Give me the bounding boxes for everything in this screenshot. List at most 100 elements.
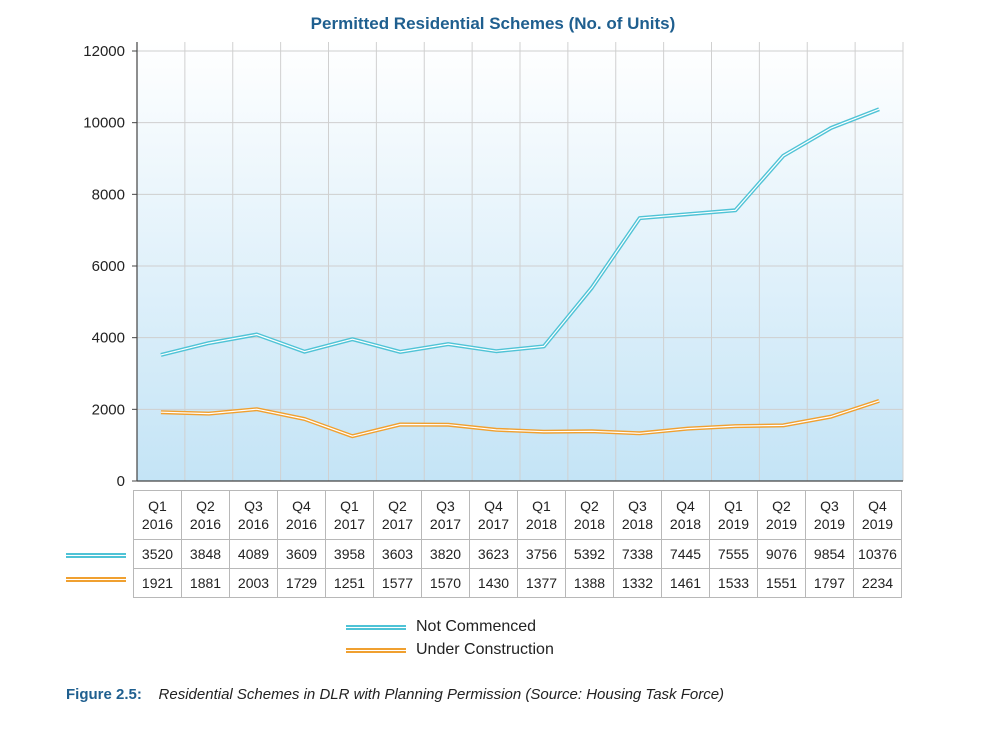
category-year: 2018: [525, 516, 558, 532]
legend-label-under-construction: Under Construction: [416, 641, 554, 658]
category-year: 2019: [765, 516, 798, 532]
series-line-core-under-construction: [160, 400, 880, 437]
category-label: Q4 2017: [469, 490, 518, 540]
caption-label: Figure 2.5:: [66, 686, 142, 703]
data-value-cell: 3520: [133, 539, 182, 569]
category-quarter: Q4: [676, 498, 695, 514]
table-row: 1921 1881 2003 1729 1251 1577 1570 1430 1377 1388…: [133, 568, 902, 598]
category-label: Q1 2017: [325, 490, 374, 540]
category-label: Q2 2017: [373, 490, 422, 540]
category-label: Q2 2019: [757, 490, 806, 540]
data-value-cell: 3756: [517, 539, 566, 569]
data-value-cell: 3820: [421, 539, 470, 569]
category-quarter: Q1: [148, 498, 167, 514]
data-value-cell: 1570: [421, 568, 470, 598]
category-quarter: Q1: [724, 498, 743, 514]
data-value-cell: 1388: [565, 568, 614, 598]
category-label: Q3 2018: [613, 490, 662, 540]
data-value-cell: 3848: [181, 539, 230, 569]
category-quarter: Q3: [436, 498, 455, 514]
data-value-cell: 1332: [613, 568, 662, 598]
category-label: Q2 2018: [565, 490, 614, 540]
category-year: 2017: [333, 516, 366, 532]
category-label: Q2 2016: [181, 490, 230, 540]
category-year: 2017: [381, 516, 414, 532]
data-value-cell: 7445: [661, 539, 710, 569]
series-line-core-not-commenced: [160, 108, 880, 356]
table-header-row: Q1 2016 Q2 2016 Q3 2016 Q4 2016 Q1 2017 Q2 2017 Q3 20…: [133, 490, 902, 540]
y-tick-label: 10000: [83, 115, 125, 132]
category-label: Q4 2016: [277, 490, 326, 540]
category-year: 2016: [141, 516, 174, 532]
row-swatch-not-commenced: [66, 553, 126, 558]
data-value-cell: 1461: [661, 568, 710, 598]
category-quarter: Q4: [484, 498, 503, 514]
category-label: Q1 2019: [709, 490, 758, 540]
legend-swatch-under-construction: [346, 648, 406, 653]
category-year: 2018: [669, 516, 702, 532]
y-tick-label: 8000: [92, 186, 125, 203]
legend-label-not-commenced: Not Commenced: [416, 618, 537, 635]
category-quarter: Q2: [580, 498, 599, 514]
data-value-cell: 1377: [517, 568, 566, 598]
y-tick-label: 4000: [92, 330, 125, 347]
figure-caption: Figure 2.5: Residential Schemes in DLR w…: [66, 686, 724, 703]
data-value-cell: 1881: [181, 568, 230, 598]
category-quarter: Q3: [628, 498, 647, 514]
data-value-cell: 9076: [757, 539, 806, 569]
category-year: 2019: [717, 516, 750, 532]
y-tick-label: 2000: [92, 401, 125, 418]
category-quarter: Q1: [340, 498, 359, 514]
data-value-cell: 7555: [709, 539, 758, 569]
data-value-cell: 1729: [277, 568, 326, 598]
data-value-cell: 4089: [229, 539, 278, 569]
category-quarter: Q2: [772, 498, 791, 514]
category-label: Q4 2019: [853, 490, 902, 540]
data-value-cell: 3623: [469, 539, 518, 569]
data-value-cell: 7338: [613, 539, 662, 569]
data-value-cell: 2234: [853, 568, 902, 598]
category-year: 2017: [429, 516, 462, 532]
category-quarter: Q4: [868, 498, 887, 514]
category-year: 2018: [573, 516, 606, 532]
y-tick-label: 6000: [92, 258, 125, 275]
category-quarter: Q3: [244, 498, 263, 514]
y-tick-label: 12000: [83, 43, 125, 60]
data-value-cell: 1551: [757, 568, 806, 598]
data-value-cell: 1921: [133, 568, 182, 598]
table-row: 3520 3848 4089 3609 3958 3603 3820 3623 3756 5392…: [133, 539, 902, 569]
data-value-cell: 5392: [565, 539, 614, 569]
category-year: 2016: [189, 516, 222, 532]
data-value-cell: 2003: [229, 568, 278, 598]
data-value-cell: 1797: [805, 568, 854, 598]
category-quarter: Q1: [532, 498, 551, 514]
data-value-cell: 10376: [853, 539, 902, 569]
data-value-cell: 1533: [709, 568, 758, 598]
category-quarter: Q2: [388, 498, 407, 514]
category-label: Q3 2016: [229, 490, 278, 540]
category-year: 2019: [813, 516, 846, 532]
category-year: 2019: [861, 516, 894, 532]
category-year: 2016: [285, 516, 318, 532]
category-label: Q3 2019: [805, 490, 854, 540]
category-label: Q1 2018: [517, 490, 566, 540]
chart-title: Permitted Residential Schemes (No. of Un…: [310, 14, 676, 33]
data-value-cell: 3609: [277, 539, 326, 569]
category-quarter: Q3: [820, 498, 839, 514]
category-year: 2017: [477, 516, 510, 532]
data-value-cell: 1430: [469, 568, 518, 598]
data-value-cell: 1577: [373, 568, 422, 598]
row-swatch-under-construction: [66, 577, 126, 582]
category-year: 2018: [621, 516, 654, 532]
data-table: Q1 2016 Q2 2016 Q3 2016 Q4 2016 Q1 2017 Q2 2017 Q3 20…: [133, 490, 902, 598]
category-label: Q3 2017: [421, 490, 470, 540]
data-value-cell: 3603: [373, 539, 422, 569]
data-value-cell: 1251: [325, 568, 374, 598]
legend-swatch-not-commenced: [346, 625, 406, 630]
data-value-cell: 3958: [325, 539, 374, 569]
category-label: Q4 2018: [661, 490, 710, 540]
caption-text: Residential Schemes in DLR with Planning…: [158, 686, 725, 703]
y-tick-label: 0: [117, 473, 125, 490]
category-quarter: Q2: [196, 498, 215, 514]
